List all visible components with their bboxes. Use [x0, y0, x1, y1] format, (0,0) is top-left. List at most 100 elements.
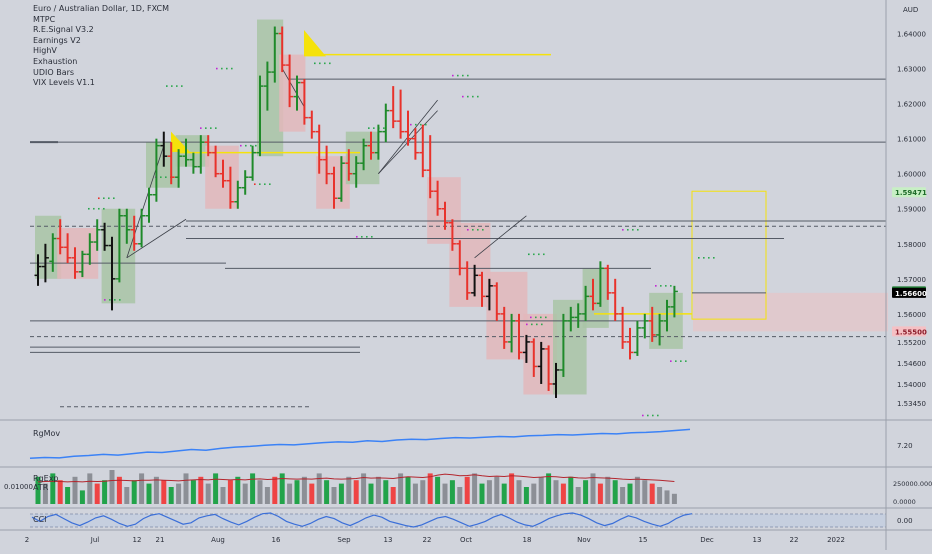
volume-bar	[72, 476, 78, 504]
yellow-triangle	[304, 30, 326, 57]
candle	[189, 152, 197, 174]
candle	[234, 180, 242, 209]
signal-dot	[660, 285, 662, 287]
candle	[330, 166, 338, 209]
volume-bar	[398, 473, 404, 504]
y-tick-label: 1.64000	[897, 31, 926, 39]
signal-dot	[665, 285, 667, 287]
indicator-label[interactable]: MTPC	[33, 14, 56, 24]
candle	[374, 124, 382, 160]
signal-dot	[176, 85, 178, 87]
x-tick-label: 21	[156, 536, 165, 544]
indicator-label[interactable]: UDIO Bars	[33, 67, 75, 77]
price-tag-label: 1.56600	[895, 290, 927, 298]
volume-bar	[242, 483, 248, 504]
y-tick-label: 1.62000	[897, 101, 926, 109]
indicator-label[interactable]: HighV	[33, 46, 57, 56]
y-tick-label: 1.54600	[897, 360, 926, 368]
candle	[641, 313, 649, 339]
signal-dot	[425, 123, 427, 126]
volume-bar	[168, 487, 174, 504]
signal-box	[257, 19, 284, 157]
price-tag-bg	[892, 326, 926, 337]
volume-bar	[649, 483, 655, 504]
volume-bar	[309, 483, 315, 504]
atr-label[interactable]: ATR	[33, 483, 49, 492]
candle	[175, 149, 183, 188]
candle	[71, 247, 79, 279]
signal-dot	[472, 228, 474, 231]
volume-bar	[316, 473, 322, 504]
signal-dot	[93, 207, 95, 210]
volume-bar	[449, 480, 455, 504]
signal-dot	[356, 235, 358, 238]
candle	[308, 110, 316, 139]
volume-bar	[435, 476, 441, 504]
x-tick-label: Oct	[460, 536, 472, 544]
candle	[345, 149, 353, 181]
y-tick-label: 1.58000	[897, 241, 926, 249]
price-tag-bg	[892, 287, 926, 298]
signal-dot	[171, 85, 173, 87]
volume-bar	[538, 476, 544, 504]
x-tick-label: 15	[639, 536, 648, 544]
target-box	[691, 190, 767, 320]
volume-y-tick: 250000.0000	[893, 480, 932, 488]
volume-bar	[146, 483, 152, 504]
candle	[167, 142, 175, 185]
volume-bar	[35, 476, 41, 504]
rgexp-label[interactable]: RgExp	[33, 474, 59, 483]
volume-bar	[605, 476, 611, 504]
candle	[456, 240, 464, 276]
indicator-label[interactable]: R.E.Signal V3.2	[33, 25, 94, 35]
candle	[500, 306, 508, 349]
candle	[337, 156, 345, 202]
volume-bar	[523, 487, 529, 504]
signal-dot	[670, 285, 672, 287]
candle	[611, 278, 619, 321]
candle	[656, 313, 664, 346]
signal-dot	[98, 197, 100, 200]
candle	[152, 138, 160, 202]
signal-dot	[319, 62, 321, 65]
candle	[545, 345, 553, 391]
signal-dot	[698, 257, 700, 259]
signal-dot	[366, 235, 368, 238]
signal-dot	[250, 144, 252, 147]
x-tick-label: 13	[384, 536, 393, 544]
signal-dot	[254, 183, 256, 186]
candles[interactable]	[34, 26, 678, 398]
candle	[108, 236, 116, 311]
signal-dot	[526, 323, 528, 326]
volume-y-tick: 0.0000	[893, 498, 916, 506]
candle	[493, 282, 501, 321]
indicator-label[interactable]: VIX Levels V1.1	[33, 78, 95, 88]
candle	[567, 306, 575, 332]
signal-dot	[713, 257, 715, 259]
cci-label[interactable]: CCI	[33, 515, 47, 524]
trend-line	[281, 68, 305, 108]
candle	[34, 254, 42, 286]
volume-bar	[560, 483, 566, 504]
volume-bar	[183, 473, 189, 504]
signal-dot	[259, 183, 261, 186]
signal-dot	[637, 228, 639, 231]
signal-dot	[420, 123, 422, 126]
candle	[508, 313, 516, 353]
signal-dot	[657, 414, 659, 417]
price-tag: 1.55500	[892, 326, 927, 337]
signal-dot	[541, 323, 543, 326]
rgmov-label[interactable]: RgMov	[33, 429, 61, 438]
candle	[485, 278, 493, 311]
indicator-label[interactable]: Earnings V2	[33, 35, 81, 45]
indicator-label[interactable]: Exhaustion	[33, 56, 78, 66]
signal-dot	[103, 197, 105, 200]
price-tag: 1.56600	[892, 287, 927, 298]
candle	[559, 313, 567, 377]
volume-bar	[671, 493, 677, 504]
signal-dot	[543, 253, 545, 256]
volume-bar	[264, 487, 270, 504]
candle	[212, 145, 220, 178]
